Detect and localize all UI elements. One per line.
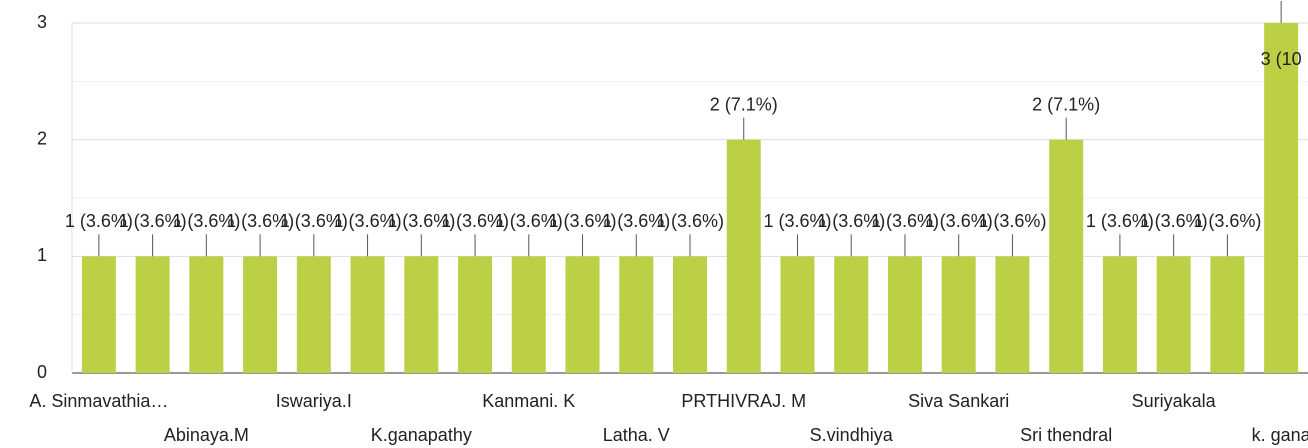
x-tick-label: Siva Sankari [908, 391, 1009, 411]
bar [350, 256, 385, 373]
bar [887, 256, 922, 373]
x-tick-label: A. Sinmavathia… [29, 391, 168, 411]
y-tick-label: 0 [37, 362, 47, 382]
bar [726, 139, 761, 373]
bar [941, 256, 976, 373]
value-label: 3 (10 [1261, 49, 1302, 69]
x-tick-label: Abinaya.M [164, 425, 249, 445]
x-tick-label: Suriyakala [1132, 391, 1217, 411]
value-label: 2 (7.1%) [710, 94, 778, 114]
x-tick-label: Iswariya.I [276, 391, 352, 411]
bar [243, 256, 278, 373]
value-label: 1 (3.6%) [1140, 211, 1208, 231]
value-label: 1 (3.6%) [925, 211, 993, 231]
bar [780, 256, 815, 373]
value-label: 1 (3.6%) [441, 211, 509, 231]
value-label: 1 (3.6%) [172, 211, 240, 231]
value-label: 1 (3.6%) [1193, 211, 1261, 231]
bar [189, 256, 224, 373]
value-label: 1 (3.6%) [1086, 211, 1154, 231]
bar [458, 256, 493, 373]
value-label: 1 (3.6%) [871, 211, 939, 231]
value-label: 1 (3.6%) [602, 211, 670, 231]
x-tick-label: S.vindhiya [810, 425, 894, 445]
bar [1210, 256, 1245, 373]
bar [1049, 139, 1084, 373]
value-label: 1 (3.6%) [978, 211, 1046, 231]
value-label: 1 (3.6%) [549, 211, 617, 231]
value-label: 1 (3.6%) [387, 211, 455, 231]
x-tick-label: k. gana [1252, 425, 1308, 445]
x-tick-label: Latha. V [603, 425, 670, 445]
value-label: 1 (3.6%) [119, 211, 187, 231]
bar [1156, 256, 1191, 373]
bar [404, 256, 439, 373]
value-label: 1 (3.6%) [656, 211, 724, 231]
bar [565, 256, 600, 373]
bar [81, 256, 116, 373]
bar [673, 256, 707, 373]
x-tick-label: K.ganapathy [371, 425, 472, 445]
bar [619, 256, 654, 373]
x-tick-label: Sri thendral [1020, 425, 1112, 445]
x-tick-label: Kanmani. K [482, 391, 575, 411]
bar [135, 256, 170, 373]
bar [1102, 256, 1137, 373]
y-tick-label: 3 [37, 12, 47, 32]
value-label: 1 (3.6%) [280, 211, 348, 231]
y-tick-label: 1 [37, 245, 47, 265]
value-label: 1 (3.6%) [495, 211, 563, 231]
value-label: 2 (7.1%) [1032, 94, 1100, 114]
bar [296, 256, 331, 373]
bar [834, 256, 869, 373]
x-tick-label: PRTHIVRAJ. M [681, 391, 806, 411]
value-label: 1 (3.6%) [817, 211, 885, 231]
value-label: 1 (3.6%) [334, 211, 402, 231]
bar [1264, 23, 1299, 373]
bar [995, 256, 1030, 373]
bar [511, 256, 546, 373]
y-tick-label: 2 [37, 128, 47, 148]
value-label: 1 (3.6%) [65, 211, 133, 231]
value-label: 1 (3.6%) [763, 211, 831, 231]
value-label: 1 (3.6%) [226, 211, 294, 231]
